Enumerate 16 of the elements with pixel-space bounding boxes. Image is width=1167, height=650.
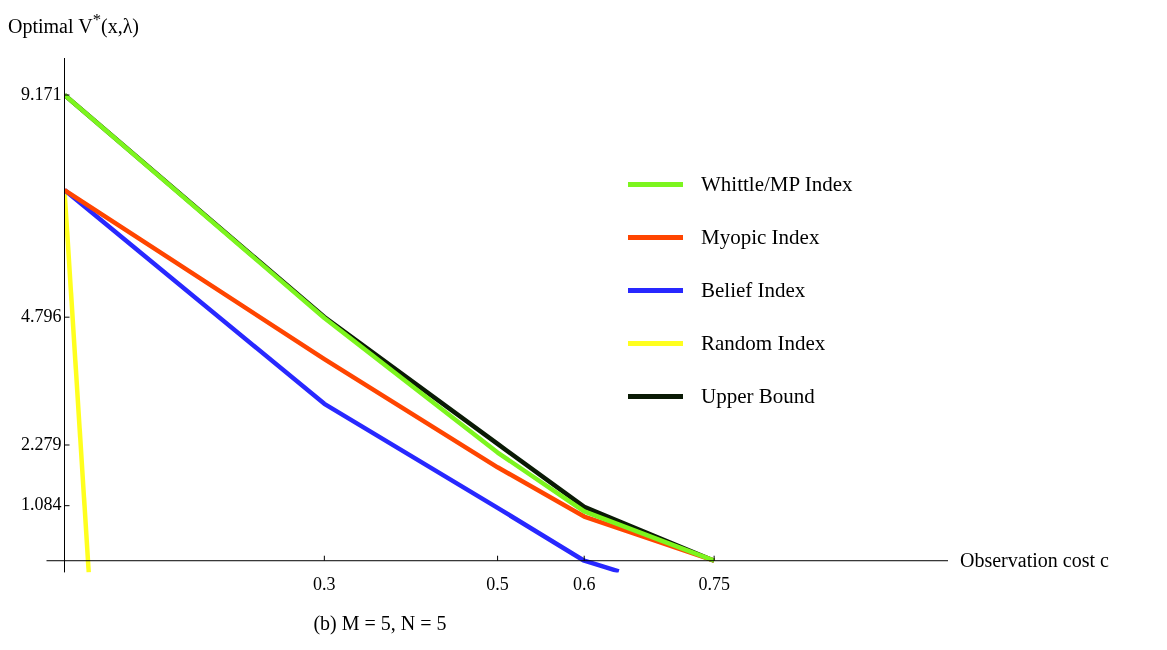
x-tick-label: 0.6 bbox=[572, 573, 596, 594]
legend-label: Whittle/MP Index bbox=[701, 172, 853, 197]
x-axis-title: Observation cost c bbox=[960, 548, 1109, 572]
legend-label: Myopic Index bbox=[701, 225, 820, 250]
legend-label: Random Index bbox=[701, 331, 826, 356]
x-tick-label: 0.3 bbox=[313, 573, 336, 594]
x-tick-label: 0.5 bbox=[486, 573, 509, 594]
text: (b) M = 5, N = 5 bbox=[312, 612, 448, 636]
y-tick-label: 4.796 bbox=[21, 305, 62, 326]
y-axis-title: Optimal V$^{*}$(x,λ) bbox=[8, 10, 139, 38]
y-tick-label: 2.279 bbox=[21, 433, 62, 454]
legend-label: Belief Index bbox=[701, 278, 806, 303]
legend-label: Upper Bound bbox=[701, 384, 815, 409]
y-tick-label: 1.084 bbox=[21, 494, 62, 515]
x-tick-label: 0.75 bbox=[698, 573, 730, 594]
y-tick-label: 9.171 bbox=[21, 83, 62, 104]
